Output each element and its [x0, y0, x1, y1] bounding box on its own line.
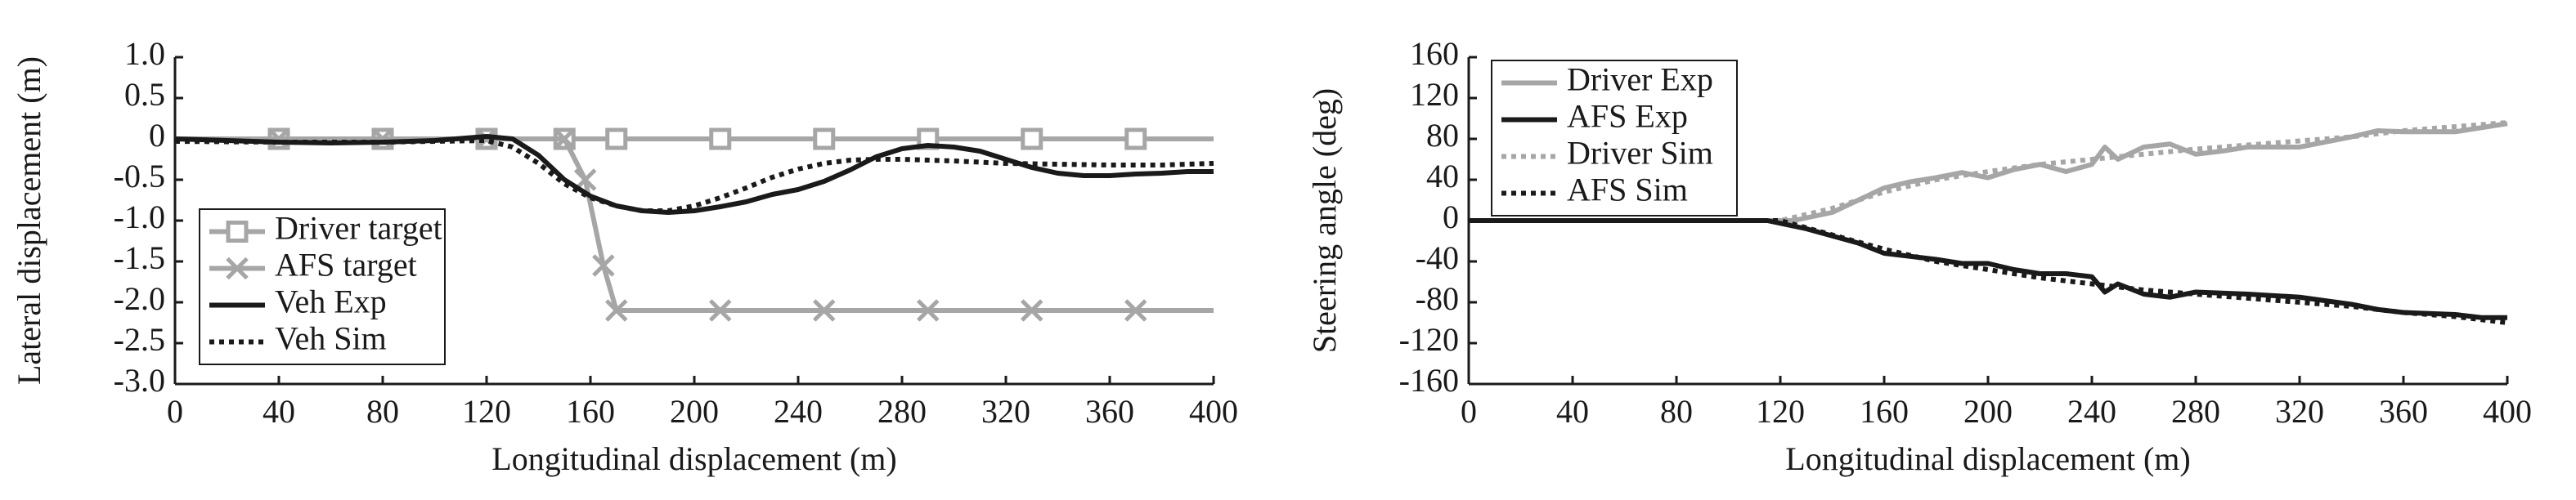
y-tick-label: -120 — [1399, 321, 1459, 358]
x-tick-label: 360 — [2379, 393, 2428, 430]
x-tick-label: 40 — [1556, 393, 1589, 430]
y-tick-label: 1.0 — [124, 35, 165, 72]
marker-square — [813, 127, 836, 150]
x-tick-label: 280 — [2171, 393, 2220, 430]
y-tick-label: 40 — [1426, 158, 1459, 194]
x-tick-label: 0 — [167, 393, 183, 430]
x-tick-label: 80 — [366, 393, 399, 430]
y-tick-label: 0 — [1443, 199, 1459, 235]
legend-box — [1491, 60, 1738, 217]
x-tick-label: 160 — [1860, 393, 1909, 430]
y-tick-label: -1.5 — [114, 239, 165, 276]
marker-x — [1124, 299, 1147, 322]
y-tick-label: 0 — [149, 117, 165, 154]
marker-square — [226, 221, 249, 243]
x-tick-label: 120 — [462, 393, 511, 430]
series-line — [175, 136, 1214, 313]
marker-x — [812, 299, 836, 322]
legend-label: Veh Sim — [275, 320, 387, 357]
x-tick-label: 360 — [1085, 393, 1134, 430]
x-axis-label: Longitudinal displacement (m) — [491, 440, 896, 477]
x-tick-label: 400 — [1189, 393, 1238, 430]
x-tick-label: 320 — [981, 393, 1030, 430]
y-tick-label: -2.0 — [114, 280, 165, 317]
series-line — [1469, 218, 2508, 325]
legend-label: AFS Sim — [1567, 172, 1688, 208]
x-axis-label: Longitudinal displacement (m) — [1785, 440, 2190, 477]
x-tick-label: 400 — [2483, 393, 2532, 430]
legend-label: Driver Exp — [1567, 61, 1713, 98]
y-tick-label: 80 — [1426, 117, 1459, 154]
legend-label: Driver Sim — [1567, 135, 1713, 172]
x-tick-label: 80 — [1660, 393, 1693, 430]
y-axis-label: Steering angle (deg) — [1306, 88, 1343, 353]
marker-x — [916, 299, 940, 322]
marker-x — [553, 127, 577, 150]
marker-square — [1124, 127, 1147, 150]
series-line — [174, 138, 1214, 213]
y-tick-label: 0.5 — [124, 76, 165, 113]
x-tick-label: 240 — [774, 393, 823, 430]
y-tick-label: -0.5 — [114, 158, 165, 194]
marker-square — [1021, 127, 1043, 150]
x-tick-label: 160 — [566, 393, 615, 430]
x-tick-label: 200 — [1963, 393, 2013, 430]
marker-x — [604, 299, 628, 322]
legend-label: AFS Exp — [1567, 98, 1688, 135]
y-tick-label: -1.0 — [114, 199, 165, 235]
marker-x — [267, 127, 290, 150]
y-tick-label: -40 — [1416, 239, 1459, 276]
marker-square — [709, 127, 732, 150]
x-tick-label: 280 — [877, 393, 927, 430]
x-tick-label: 120 — [1756, 393, 1805, 430]
y-tick-label: -160 — [1399, 362, 1459, 399]
series-line — [1469, 121, 2508, 223]
x-tick-label: 200 — [670, 393, 719, 430]
y-tick-label: 160 — [1410, 35, 1459, 72]
marker-x — [226, 257, 249, 280]
x-tick-label: 40 — [263, 393, 295, 430]
marker-x — [1020, 299, 1043, 322]
x-tick-label: 240 — [2067, 393, 2116, 430]
marker-x — [708, 299, 732, 322]
y-tick-label: -3.0 — [114, 362, 165, 399]
y-tick-label: -80 — [1416, 280, 1459, 317]
legend-label: AFS target — [275, 247, 417, 283]
marker-square — [605, 127, 628, 150]
y-tick-label: -2.5 — [114, 321, 165, 358]
series-line — [1469, 218, 2507, 320]
y-tick-label: 120 — [1410, 76, 1459, 113]
marker-x — [592, 254, 615, 277]
y-axis-label: Lateral displacement (m) — [11, 56, 47, 385]
x-tick-label: 320 — [2275, 393, 2324, 430]
legend-label: Driver target — [275, 210, 442, 247]
legend-label: Veh Exp — [275, 283, 387, 320]
x-tick-label: 0 — [1461, 393, 1477, 430]
marker-x — [371, 127, 394, 150]
series-line — [174, 134, 1214, 215]
